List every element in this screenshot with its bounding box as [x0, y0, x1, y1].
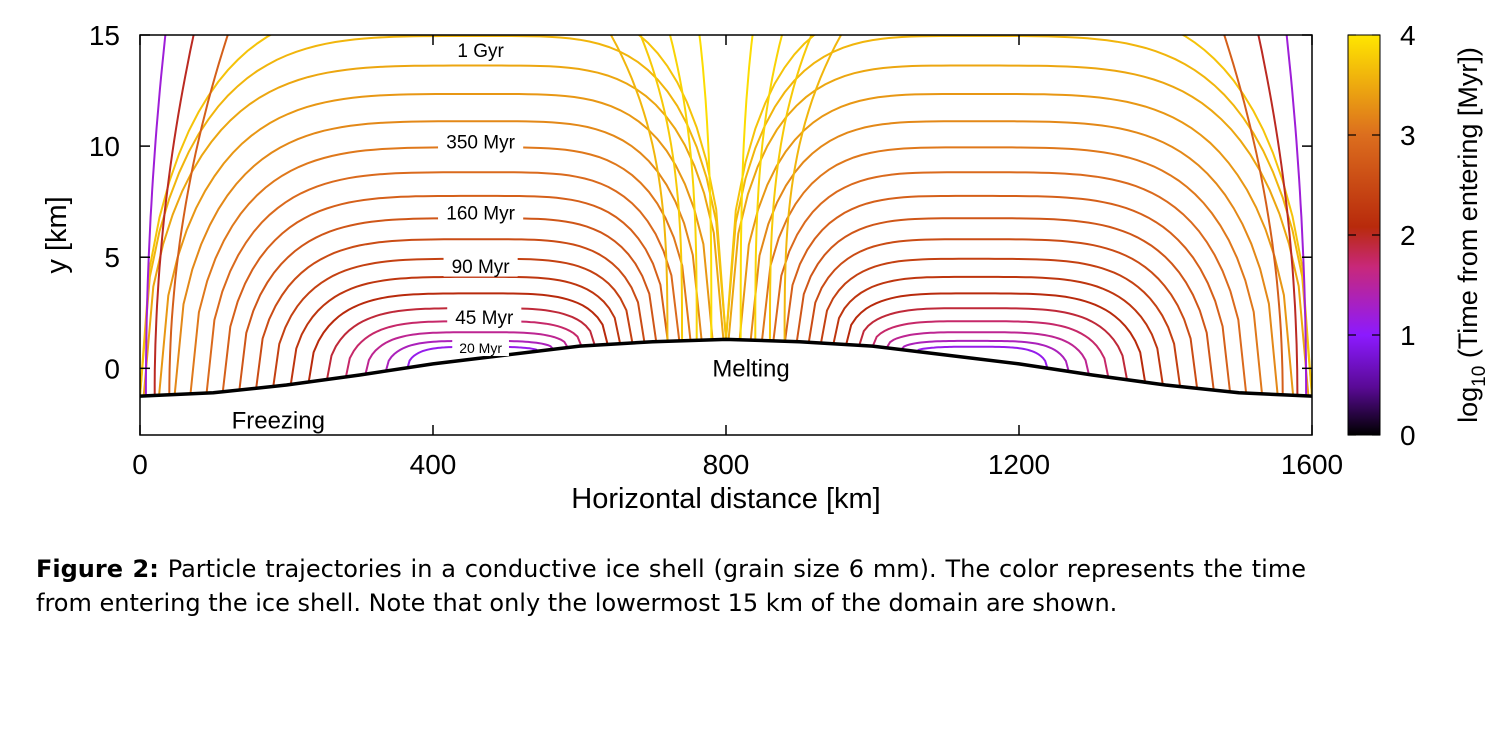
isochron-bg-4 [438, 129, 524, 153]
ice-ocean-boundary [139, 337, 1313, 398]
trajectory-0-6 [289, 275, 622, 385]
center-trajectory-1-1 [754, 35, 784, 341]
freezing-label: Freezing [232, 407, 325, 434]
colorbar-label-prefix: log [1453, 387, 1483, 423]
isochron-label-2: 90 Myr [452, 257, 511, 278]
edge-trajectory-5 [1223, 35, 1284, 395]
edge-trajectory-2 [168, 35, 229, 395]
cb-tick-label-0: 0 [1400, 420, 1416, 451]
isochron-bg-0 [452, 339, 509, 357]
colorbar-label: log10 (Time from entering [Myr]) [1453, 47, 1490, 423]
y-tick-label-2: 10 [89, 131, 120, 162]
trajectory-lines [140, 35, 1312, 397]
x-tick-label-3: 1200 [988, 449, 1050, 480]
trajectory-1-5 [845, 292, 1147, 383]
cb-tick-label-4: 4 [1400, 20, 1416, 51]
trajectory-0-10 [221, 194, 669, 392]
trajectory-1-13 [749, 120, 1279, 395]
isochron-bg-5 [449, 38, 513, 62]
center-trajectory-2-0 [639, 35, 684, 341]
trajectory-0-9 [238, 217, 658, 391]
trajectory-1-4 [858, 307, 1128, 380]
y-tick-label-0: 0 [104, 353, 120, 384]
x-axis-label: Horizontal distance [km] [571, 483, 880, 515]
center-trajectory-0-1 [739, 35, 754, 340]
trajectory-0-15 [142, 64, 725, 396]
y-tick-label-3: 15 [89, 20, 120, 51]
caption-text: Particle trajectories in a conductive ic… [36, 555, 1306, 617]
trajectory-0-8 [255, 238, 646, 389]
isochron-bg-2 [443, 253, 518, 277]
x-tick-label-2: 800 [703, 449, 750, 480]
trajectory-1-0 [915, 345, 1049, 369]
trajectory-0-12 [189, 146, 692, 394]
colorbar-label-sub: 10 [1469, 366, 1490, 387]
center-trajectory-3-0 [609, 35, 669, 342]
isochron-label-5: 1 Gyr [457, 41, 504, 62]
trajectory-0-2 [364, 331, 569, 375]
trajectory-0-11 [205, 171, 681, 394]
trajectory-1-1 [900, 339, 1070, 372]
center-trajectory-0-0 [698, 35, 713, 340]
isochron-labels: 20 Myr 45 Myr 90 Myr 160 Myr 350 Myr 1 Gyr [438, 38, 524, 357]
cb-tick-label-2: 2 [1400, 220, 1416, 251]
isochron-label-0: 20 Myr [459, 340, 502, 356]
trajectory-0-17 [140, 35, 727, 397]
trajectory-1-9 [795, 217, 1215, 391]
trajectory-0-14 [158, 93, 714, 396]
edge-trajectory-1 [153, 35, 195, 396]
trajectory-1-3 [871, 320, 1110, 378]
y-tick-label-1: 5 [104, 242, 120, 273]
isochron-bg-3 [438, 200, 524, 224]
edge-trajectory-4 [1257, 35, 1299, 396]
caption-label: Figure 2: [36, 555, 159, 583]
trajectory-1-8 [807, 238, 1199, 389]
isochron-bg-1 [447, 304, 522, 328]
isochron-label-1: 45 Myr [455, 308, 514, 329]
trajectory-1-15 [727, 64, 1310, 396]
x-axis-ticks: 0 400 800 1200 1600 [132, 35, 1343, 480]
cb-tick-label-1: 1 [1400, 320, 1416, 351]
trajectory-1-14 [738, 93, 1295, 396]
isochron-label-3: 160 Myr [446, 203, 515, 224]
figure-chart: 20 Myr 45 Myr 90 Myr 160 Myr 350 Myr 1 Gyr 0 4… [41, 20, 1490, 515]
edge-trajectory-3 [1285, 35, 1308, 396]
isochron-label-4: 350 Myr [446, 132, 515, 153]
y-axis-ticks: 0 5 10 15 [89, 20, 1312, 384]
trajectory-1-12 [761, 146, 1263, 394]
trajectory-1-17 [725, 35, 1312, 397]
center-trajectory-1-0 [668, 35, 698, 341]
edge-trajectory-0 [144, 35, 167, 396]
center-trajectory-3-1 [783, 35, 843, 342]
trajectory-1-7 [820, 257, 1182, 387]
colorbar-ticks: 0 1 2 3 4 [1348, 20, 1416, 451]
cb-tick-label-3: 3 [1400, 120, 1416, 151]
melting-label: Melting [712, 355, 789, 382]
trajectory-0-5 [307, 292, 609, 383]
trajectory-1-10 [784, 194, 1231, 393]
boundary-line [139, 337, 1313, 398]
trajectory-1-11 [772, 171, 1248, 394]
x-tick-label-1: 400 [410, 449, 457, 480]
figure-caption: Figure 2: Particle trajectories in a con… [36, 552, 1306, 620]
center-trajectory-2-1 [768, 35, 813, 341]
colorbar-label-suffix: (Time from entering [Myr]) [1453, 47, 1483, 366]
trajectory-1-6 [832, 275, 1164, 385]
trajectory-0-13 [173, 120, 703, 395]
y-axis-label: y [km] [41, 196, 73, 273]
x-tick-label-4: 1600 [1281, 449, 1343, 480]
trajectory-1-2 [885, 331, 1090, 375]
x-tick-label-0: 0 [132, 449, 148, 480]
